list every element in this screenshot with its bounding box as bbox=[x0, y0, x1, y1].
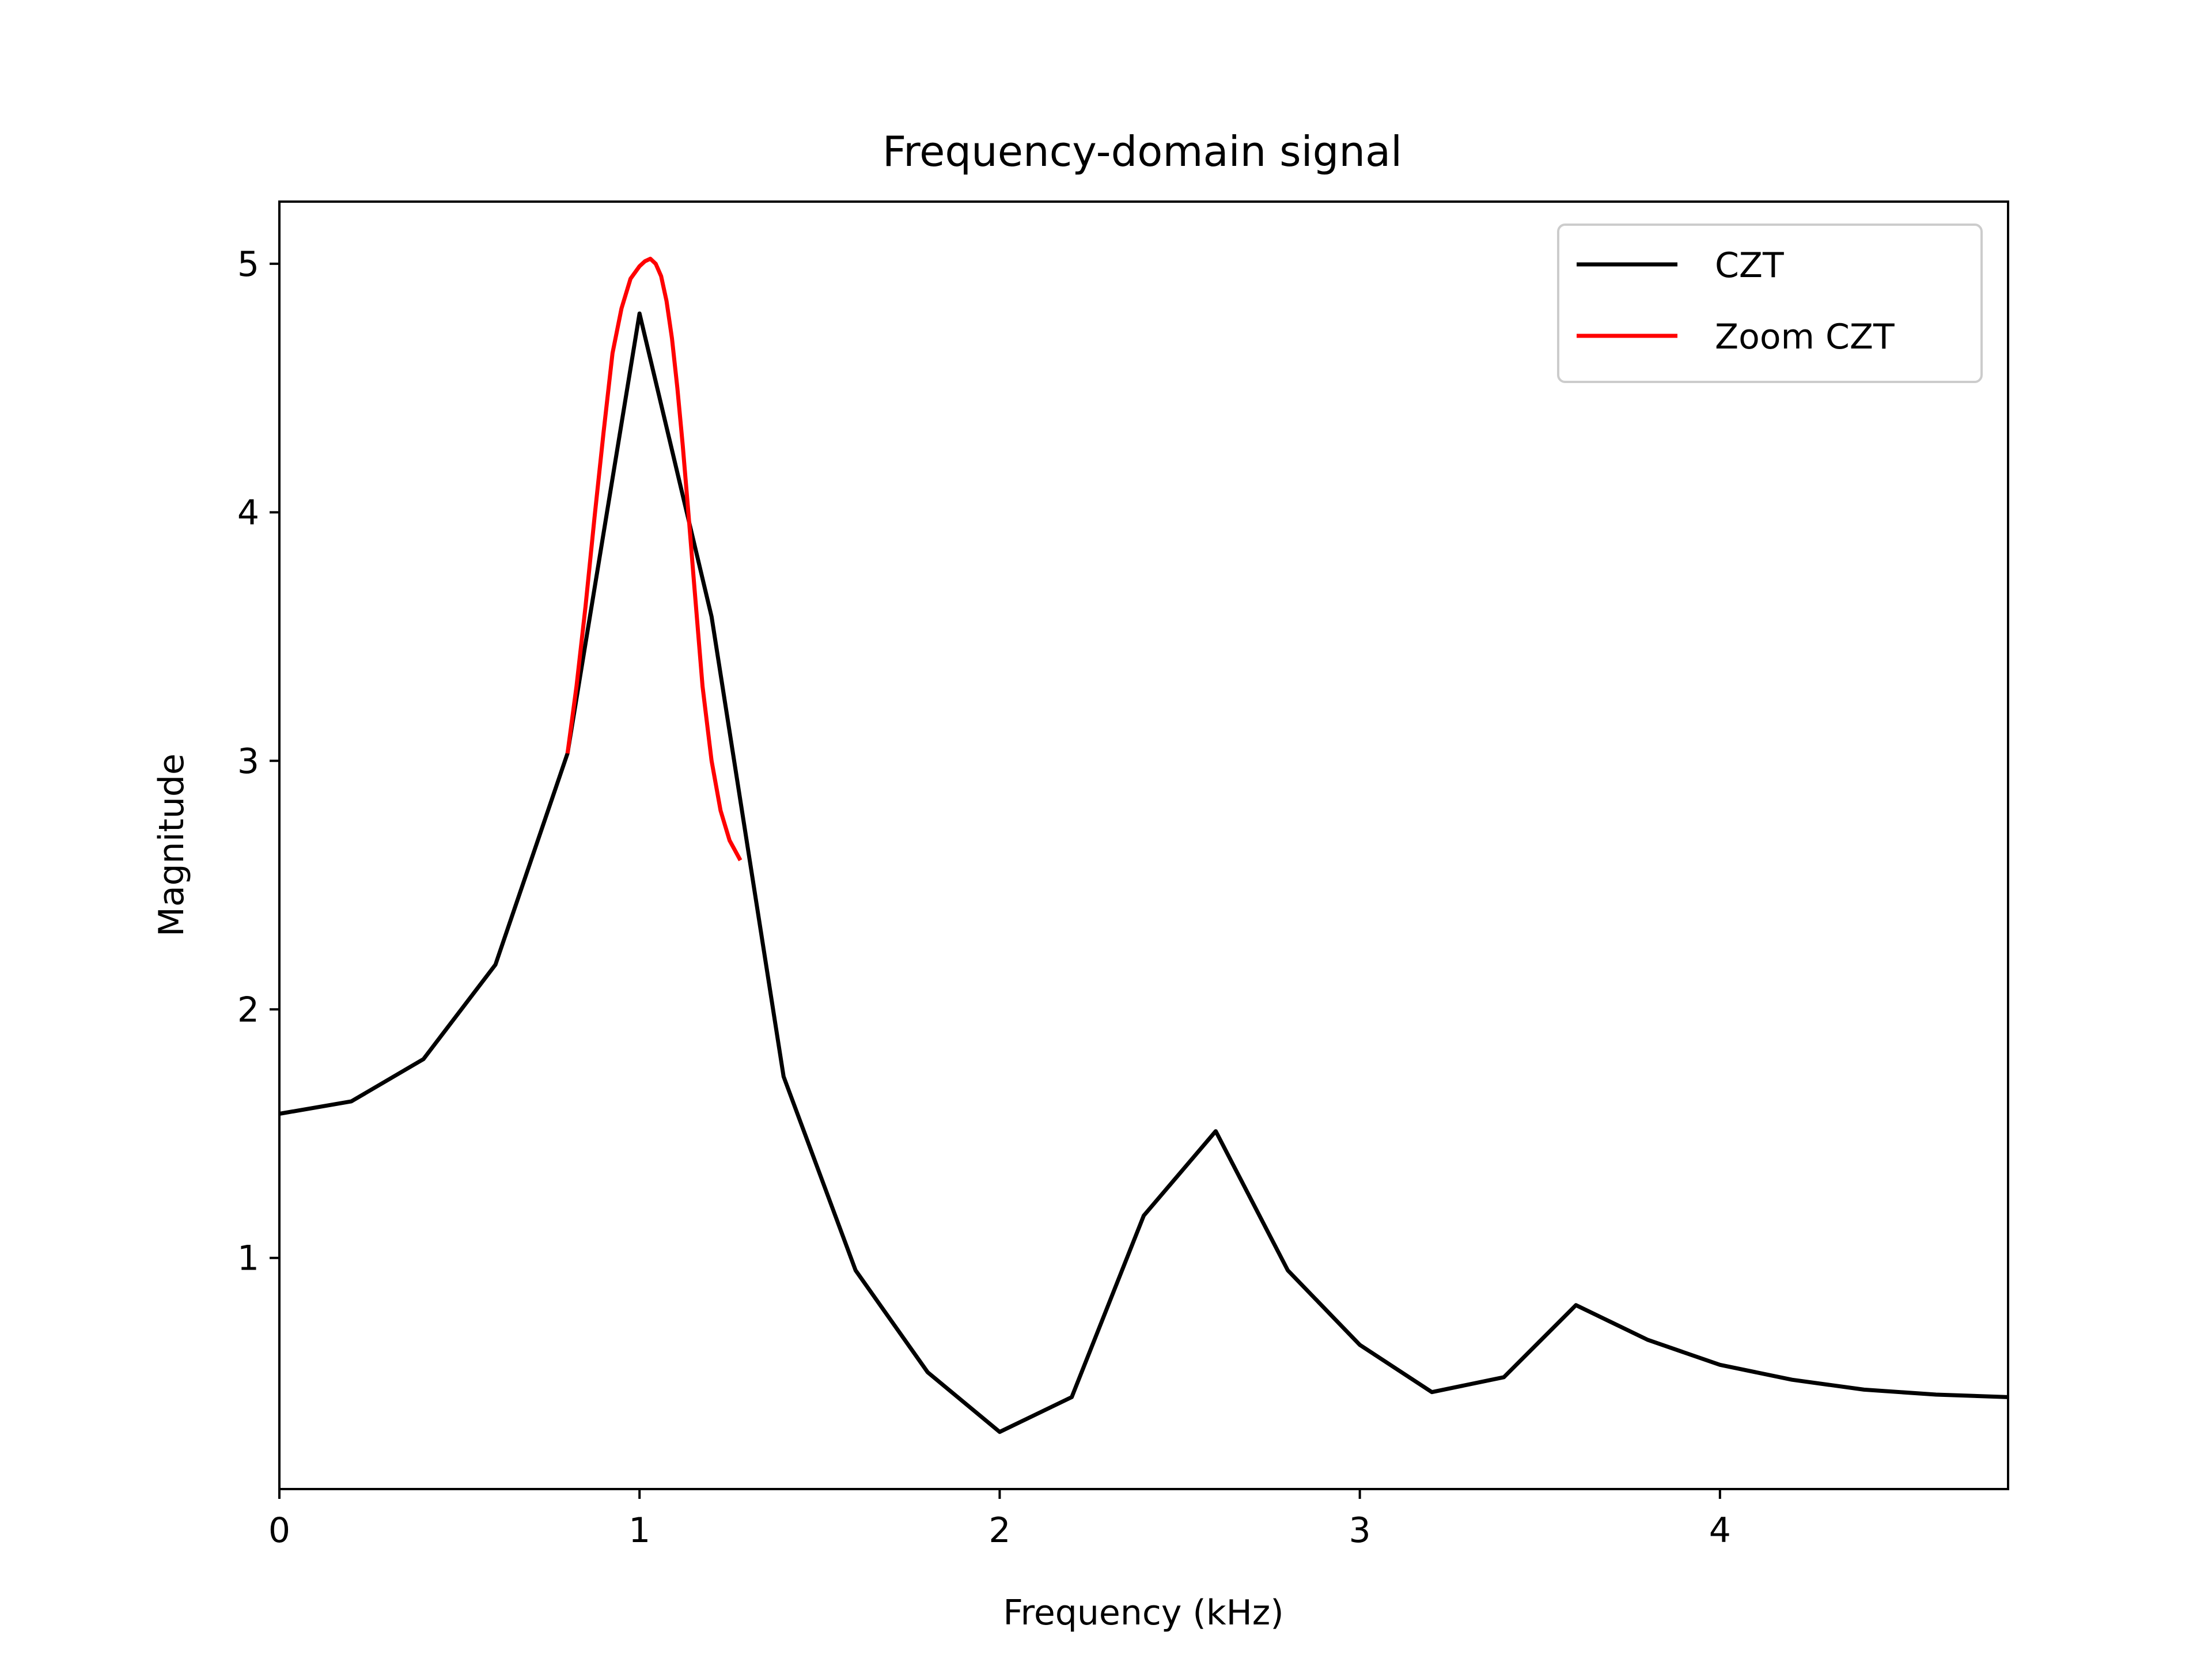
legend: CZT Zoom CZT bbox=[1557, 224, 1983, 383]
legend-label-czt: CZT bbox=[1715, 245, 1784, 286]
chart-title: Frequency-domain signal bbox=[882, 127, 1402, 176]
y-tick-label: 5 bbox=[237, 244, 259, 285]
plot-area-frame bbox=[278, 200, 2009, 1490]
plot-lines bbox=[279, 256, 2009, 1434]
x-tick-label: 2 bbox=[988, 1510, 1010, 1551]
y-axis: 1 2 3 4 5 bbox=[237, 244, 279, 1279]
x-tick-label: 1 bbox=[628, 1510, 650, 1551]
y-tick-label: 3 bbox=[237, 741, 259, 782]
x-tick-label: 3 bbox=[1349, 1510, 1371, 1551]
x-tick-label: 4 bbox=[1709, 1510, 1731, 1551]
series-line-zoom-czt bbox=[565, 256, 743, 862]
x-axis-label: Frequency (kHz) bbox=[1003, 1593, 1283, 1633]
y-axis-label: Magnitude bbox=[151, 753, 192, 937]
y-tick-label: 1 bbox=[237, 1238, 259, 1279]
legend-label-zoom-czt: Zoom CZT bbox=[1715, 317, 1895, 357]
y-tick-label: 4 bbox=[237, 493, 259, 533]
x-tick-label: 0 bbox=[268, 1510, 290, 1551]
x-axis: 0 1 2 3 4 bbox=[268, 1489, 1731, 1551]
y-tick-label: 2 bbox=[237, 990, 259, 1030]
